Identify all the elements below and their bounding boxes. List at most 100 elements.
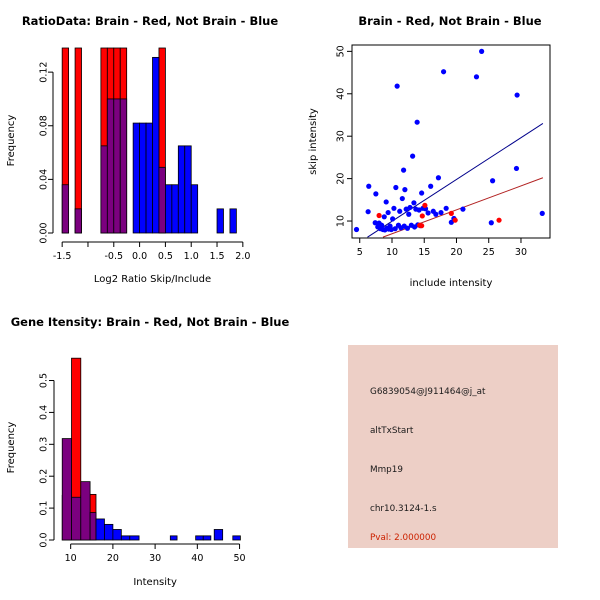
data-point bbox=[473, 74, 480, 80]
data-point bbox=[513, 165, 520, 172]
histogram-bar bbox=[95, 518, 105, 541]
data-point bbox=[414, 119, 420, 125]
data-point bbox=[366, 183, 372, 189]
histogram-bar bbox=[89, 512, 97, 541]
data-point bbox=[428, 183, 434, 189]
panel-ratio-histogram: RatioData: Brain - Red, Not Brain - Blue… bbox=[0, 0, 300, 300]
x-tick-label: 15 bbox=[418, 247, 430, 258]
x-tick-label: 40 bbox=[191, 553, 203, 564]
data-point bbox=[393, 184, 399, 191]
y-tick-label: 0.2 bbox=[39, 469, 50, 484]
y-tick-label: 10 bbox=[336, 215, 347, 227]
histogram-bar bbox=[119, 98, 128, 234]
data-point bbox=[407, 204, 413, 211]
data-point bbox=[433, 211, 439, 217]
histogram-bar bbox=[158, 166, 166, 234]
histogram-bar bbox=[177, 145, 186, 234]
histogram-bar bbox=[202, 535, 212, 541]
histogram-bar bbox=[195, 535, 204, 541]
histogram-bar bbox=[61, 184, 70, 234]
data-point bbox=[353, 226, 360, 233]
y-tick-label: 0.3 bbox=[39, 437, 50, 452]
event-type-text: altTxStart bbox=[370, 426, 414, 436]
data-point bbox=[400, 167, 407, 173]
pval-text: Pval: 2.000000 bbox=[370, 533, 437, 543]
scatter-plot: 10 20 30 40 50 5 10 15 20 25 30 skip intensity inclu… bbox=[308, 44, 551, 289]
gene-symbol-text: Mmp19 bbox=[370, 465, 403, 475]
data-point bbox=[489, 178, 496, 184]
x-tick-label: 10 bbox=[386, 247, 398, 258]
histogram-bar bbox=[120, 535, 131, 541]
data-point bbox=[392, 226, 398, 232]
data-point bbox=[438, 209, 444, 216]
y-tick-label: 20 bbox=[336, 173, 347, 185]
data-point bbox=[443, 205, 449, 211]
data-point bbox=[425, 210, 431, 216]
x-tick-label: 0.0 bbox=[132, 251, 147, 262]
x-tick-label: 30 bbox=[515, 247, 527, 258]
y-tick-label: 0.4 bbox=[39, 405, 50, 420]
plot-frame bbox=[351, 44, 551, 239]
histogram-bar bbox=[113, 98, 121, 234]
x-tick-label: 20 bbox=[450, 247, 462, 258]
gene-bars bbox=[61, 357, 241, 541]
histogram-bar bbox=[184, 145, 192, 234]
histogram-bar bbox=[104, 523, 114, 541]
scatter-axes: 10 20 30 40 50 5 10 15 20 25 30 skip intensity inclu… bbox=[308, 45, 527, 289]
histogram-bar bbox=[74, 208, 82, 234]
histogram-bar bbox=[152, 56, 160, 234]
data-point bbox=[448, 210, 454, 216]
data-point bbox=[379, 222, 385, 228]
histogram-bar bbox=[232, 535, 241, 541]
info-panel: G6839054@J911464@j_at altTxStart Mmp19 c… bbox=[348, 345, 558, 548]
histogram-bar bbox=[190, 184, 199, 234]
data-point bbox=[404, 225, 411, 231]
gene-hist-plot: 0.0 0.1 0.2 0.3 0.4 0.5 Frequency 10 20 30 40 50 Int… bbox=[6, 357, 246, 588]
y-tick-label: 0.00 bbox=[39, 222, 50, 243]
regression-line bbox=[367, 123, 544, 238]
data-point bbox=[391, 205, 397, 211]
x-tick-label: 10 bbox=[65, 553, 77, 564]
y-tick-label: 0.1 bbox=[39, 501, 50, 516]
histogram-bar bbox=[145, 122, 153, 234]
x-tick-label: 30 bbox=[149, 553, 161, 564]
data-point bbox=[390, 216, 396, 222]
y-tick-label: 40 bbox=[336, 88, 347, 100]
histogram-bar bbox=[71, 496, 82, 541]
histogram-bar bbox=[171, 184, 179, 234]
locus-text: chr10.3124-1.s bbox=[370, 504, 437, 514]
probe-id-text: G6839054@J911464@j_at bbox=[370, 387, 486, 397]
data-point bbox=[406, 211, 412, 217]
scatter-content bbox=[353, 48, 545, 238]
histogram-bar bbox=[80, 481, 91, 541]
data-point bbox=[452, 217, 458, 223]
data-point bbox=[419, 213, 425, 219]
data-point bbox=[488, 220, 494, 226]
data-point bbox=[460, 206, 466, 212]
histogram-bar bbox=[169, 535, 178, 541]
data-point bbox=[373, 191, 379, 197]
histogram-bar bbox=[216, 208, 224, 234]
data-point bbox=[435, 175, 442, 181]
scatter-title: Brain - Red, Not Brain - Blue bbox=[358, 14, 542, 28]
y-tick-label: 30 bbox=[336, 130, 347, 142]
x-tick-label: 5 bbox=[357, 247, 363, 258]
data-point bbox=[448, 219, 454, 225]
x-tick-label: 50 bbox=[234, 553, 246, 564]
x-tick-label: 0.5 bbox=[158, 251, 173, 262]
histogram-bar bbox=[106, 98, 115, 234]
gene-axes: 0.0 0.1 0.2 0.3 0.4 0.5 Frequency 10 20 30 40 50 Int… bbox=[6, 373, 246, 588]
data-point bbox=[399, 195, 405, 202]
data-point bbox=[440, 69, 447, 75]
data-point bbox=[410, 153, 416, 159]
y-axis-label: Frequency bbox=[6, 115, 17, 167]
data-point bbox=[422, 202, 428, 208]
data-point bbox=[388, 226, 394, 233]
data-point bbox=[397, 208, 403, 214]
histogram-bar bbox=[74, 47, 82, 234]
data-point bbox=[365, 209, 371, 215]
x-tick-label: -0.5 bbox=[105, 251, 124, 262]
data-point bbox=[385, 209, 391, 216]
data-point bbox=[416, 207, 422, 213]
ratio-bars bbox=[61, 47, 237, 234]
